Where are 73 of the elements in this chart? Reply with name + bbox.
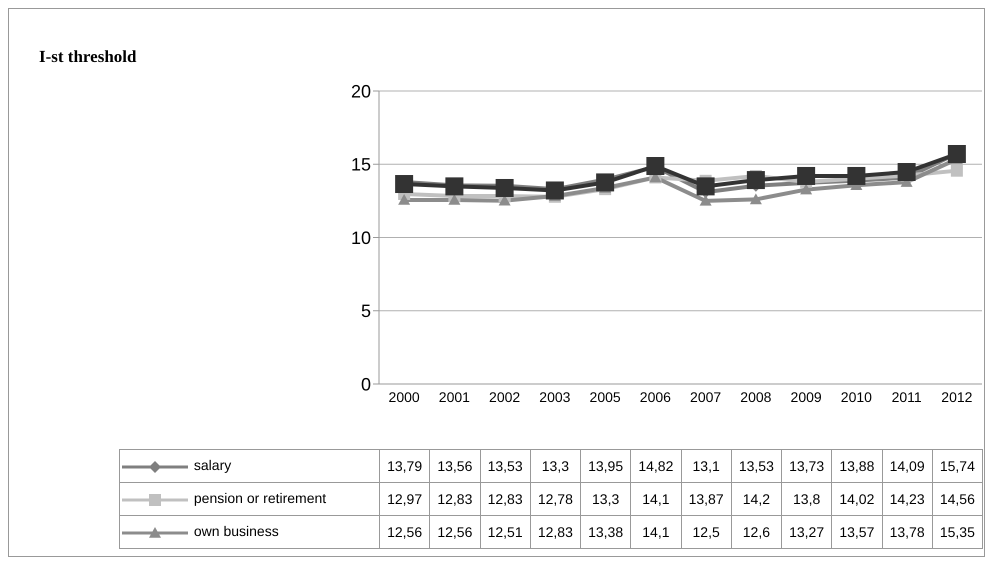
x-tick-label: 2009: [790, 388, 822, 405]
point: [496, 178, 514, 197]
x-tick-label: 2005: [590, 388, 621, 405]
x-tick-label: 2006: [640, 388, 672, 405]
data-label: 13,3: [530, 450, 580, 482]
data-label: 15,74: [932, 450, 982, 482]
point: [445, 177, 464, 196]
y-tick-label: 0: [360, 374, 371, 394]
data-label: 13,79: [380, 450, 430, 482]
y-tick-label: 15: [350, 154, 371, 175]
point: [646, 157, 664, 176]
point: [546, 181, 564, 200]
data-label: 12,6: [731, 516, 782, 548]
point: [596, 173, 614, 192]
data-label: 13,8: [782, 482, 832, 516]
data-label: 13,53: [480, 450, 530, 482]
x-tick-label: 2003: [539, 388, 571, 405]
x-tick-label: 2002: [489, 388, 520, 405]
data-label: 12,97: [380, 482, 430, 516]
data-label: 12,78: [530, 482, 580, 516]
point: [448, 194, 460, 205]
point: [800, 184, 812, 194]
data-label: 14,1: [630, 516, 681, 548]
data-label: 13,73: [782, 450, 832, 482]
point: [700, 194, 712, 206]
data-label: 12,83: [480, 482, 530, 516]
data-label: 12,56: [430, 516, 480, 548]
point: [950, 164, 963, 177]
data-label: 12,51: [480, 516, 530, 548]
x-tick-label: 2011: [892, 388, 922, 405]
data-label: 13,3: [580, 482, 631, 516]
point: [847, 166, 866, 185]
data-label: 13,95: [580, 450, 631, 482]
data-label: 14,1: [630, 482, 681, 516]
data-label: 12,56: [380, 516, 430, 548]
point: [898, 163, 916, 182]
data-label: 13,56: [430, 450, 480, 482]
data-label: 14,82: [630, 450, 681, 482]
data-label: 13,57: [832, 516, 882, 548]
legend-label: pension or retirement: [120, 482, 380, 516]
legend-label: own business: [120, 516, 380, 548]
data-label: 13,78: [882, 516, 932, 548]
data-label: 12,5: [681, 516, 732, 548]
data-label: 13,27: [782, 516, 832, 548]
point: [696, 177, 715, 196]
data-label: 14,23: [882, 482, 932, 516]
x-tick-label: 2000: [388, 388, 420, 405]
data-label: 14,02: [832, 482, 882, 516]
x-tick-label: 2008: [740, 388, 772, 405]
data-label: 12,83: [430, 482, 480, 516]
data-label: 12,83: [530, 516, 580, 548]
point: [750, 193, 762, 204]
x-tick-label: 2010: [840, 388, 872, 405]
data-label: 13,87: [681, 482, 732, 516]
y-tick-label: 10: [350, 228, 371, 248]
point: [398, 194, 410, 205]
data-label: 13,88: [832, 450, 882, 482]
x-tick-label: 2012: [941, 388, 973, 405]
data-label: 14,2: [731, 482, 782, 516]
point: [395, 175, 414, 194]
text: I-st threshold: [39, 47, 136, 67]
data-label: 13,1: [681, 450, 732, 482]
data-label: 15,35: [932, 516, 982, 548]
data-label: 14,09: [882, 450, 932, 482]
x-tick-label: 2001: [438, 388, 470, 405]
point: [797, 166, 816, 185]
data-label: 13,38: [580, 516, 631, 548]
y-tick-label: 5: [360, 301, 371, 322]
data-label: 13,53: [731, 450, 782, 482]
data-label: 14,56: [932, 482, 982, 516]
x-tick-label: 2007: [690, 388, 722, 405]
y-tick-label: 20: [350, 81, 371, 102]
legend-label: salary: [120, 450, 380, 482]
